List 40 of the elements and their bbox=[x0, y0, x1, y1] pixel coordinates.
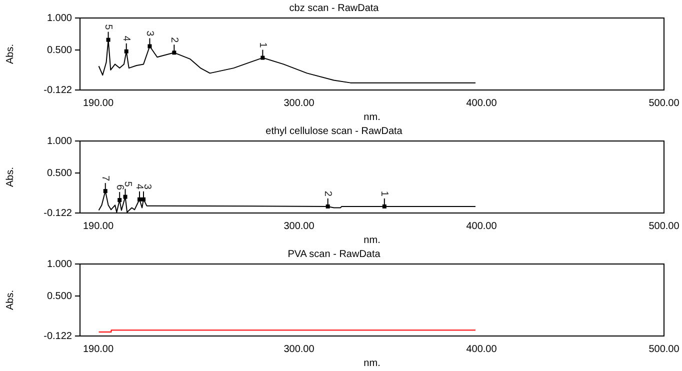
annotation: 3 bbox=[144, 30, 155, 37]
y-axis-title: Abs. bbox=[4, 290, 16, 310]
annotation: 2 bbox=[168, 37, 180, 44]
y-tick-label: 0.500 bbox=[46, 290, 72, 302]
x-tick-label: 190.00 bbox=[82, 344, 114, 355]
x-tick-label: 400.00 bbox=[466, 98, 498, 109]
x-tick-label: 500.00 bbox=[648, 98, 680, 109]
annotation: 1 bbox=[256, 42, 268, 48]
annotation: 6 bbox=[114, 184, 125, 190]
x-tick-label: 300.00 bbox=[284, 344, 315, 355]
x-tick-label: 400.00 bbox=[466, 344, 498, 355]
y-axis-title: Abs. bbox=[4, 166, 16, 188]
x-axis-title: nm. bbox=[364, 358, 380, 369]
chart-title: cbz scan - RawData bbox=[289, 2, 380, 14]
x-tick-label: 500.00 bbox=[648, 344, 680, 355]
x-tick-label: 500.00 bbox=[648, 220, 680, 232]
x-tick-label: 300.00 bbox=[284, 98, 315, 109]
annotation: 4 bbox=[134, 184, 145, 190]
x-tick-label: 300.00 bbox=[284, 220, 315, 232]
y-tick-label: 1.000 bbox=[46, 136, 72, 147]
x-axis-title: nm. bbox=[364, 112, 380, 123]
x-tick-label: 400.00 bbox=[466, 220, 498, 232]
y-tick-label: 0.500 bbox=[46, 44, 72, 56]
y-tick-label: 0.500 bbox=[46, 168, 72, 179]
annotation: 5 bbox=[102, 24, 114, 30]
y-tick-label: -0.122 bbox=[44, 84, 72, 96]
x-tick-label: 190.00 bbox=[82, 98, 114, 109]
annotation: 2 bbox=[322, 190, 334, 197]
x-axis-title: nm. bbox=[364, 234, 380, 246]
chart-title: PVA scan - RawData bbox=[288, 248, 381, 260]
annotation: 7 bbox=[100, 175, 111, 182]
x-tick-label: 190.00 bbox=[82, 220, 114, 232]
y-tick-label: -0.122 bbox=[44, 330, 72, 342]
annotation: 4 bbox=[120, 36, 132, 42]
y-tick-label: 1.000 bbox=[46, 258, 72, 270]
y-axis-title: Abs. bbox=[4, 44, 16, 64]
y-tick-label: 1.000 bbox=[46, 12, 72, 24]
chart-title: ethyl cellulose scan - RawData bbox=[266, 126, 403, 137]
y-tick-label: -0.122 bbox=[44, 208, 72, 219]
annotation: 1 bbox=[378, 190, 390, 197]
